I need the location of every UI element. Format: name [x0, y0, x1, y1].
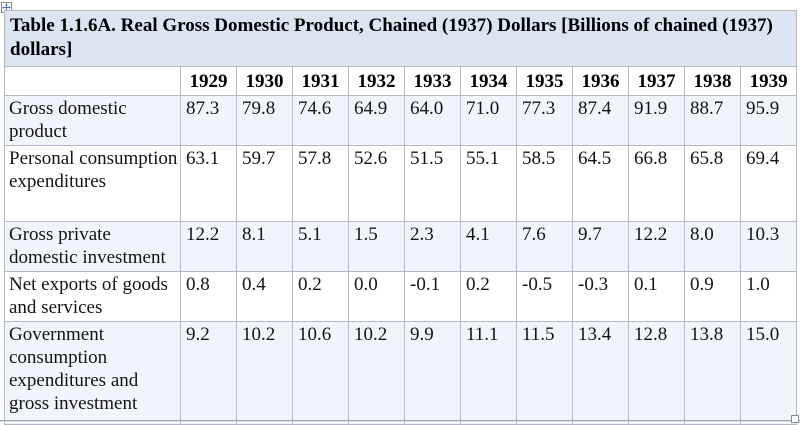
document-bottom-divider	[0, 420, 800, 422]
year-header[interactable]: 1937	[628, 66, 685, 96]
data-cell[interactable]: 57.8	[292, 145, 349, 222]
data-cell[interactable]: 63.1	[180, 145, 237, 222]
data-cell[interactable]: 10.2	[236, 321, 293, 425]
year-header[interactable]: 1931	[292, 66, 349, 96]
data-cell[interactable]: 1.5	[348, 221, 405, 272]
data-cell[interactable]: 66.8	[628, 145, 685, 222]
year-header[interactable]: 1932	[348, 66, 405, 96]
year-header[interactable]: 1938	[684, 66, 741, 96]
data-cell[interactable]: 0.2	[292, 271, 349, 322]
data-cell[interactable]: 9.7	[572, 221, 629, 272]
data-cell[interactable]: 59.7	[236, 145, 293, 222]
data-cell[interactable]: 51.5	[404, 145, 461, 222]
data-cell[interactable]: 0.8	[180, 271, 237, 322]
data-cell[interactable]: 87.3	[180, 95, 237, 146]
year-header[interactable]: 1934	[460, 66, 517, 96]
year-header[interactable]: 1936	[572, 66, 629, 96]
year-header[interactable]: 1939	[739, 66, 798, 96]
data-cell[interactable]: 11.5	[516, 321, 573, 425]
data-cell[interactable]: 10.2	[348, 321, 405, 425]
year-header[interactable]: 1929	[180, 66, 237, 96]
corner-cell[interactable]	[4, 66, 181, 96]
data-cell[interactable]: 11.1	[460, 321, 517, 425]
data-cell[interactable]: 10.3	[739, 221, 798, 272]
data-cell[interactable]: 0.2	[460, 271, 517, 322]
data-cell[interactable]: 91.9	[628, 95, 685, 146]
table-row: Gross domestic product 87.3 79.8 74.6 64.9 64…	[4, 95, 798, 146]
data-cell[interactable]: 13.8	[684, 321, 741, 425]
data-cell[interactable]: 77.3	[516, 95, 573, 146]
data-cell[interactable]: 7.6	[516, 221, 573, 272]
data-cell[interactable]: 87.4	[572, 95, 629, 146]
data-cell[interactable]: 4.1	[460, 221, 517, 272]
data-cell[interactable]: 52.6	[348, 145, 405, 222]
table-row: Personal consumption expenditures 63.1 59.…	[4, 145, 798, 222]
table-resize-handle-icon[interactable]	[791, 415, 799, 423]
data-cell[interactable]: 9.2	[180, 321, 237, 425]
gdp-table: Table 1.1.6A. Real Gross Domestic Produc…	[3, 10, 798, 425]
data-cell[interactable]: 55.1	[460, 145, 517, 222]
data-cell[interactable]: 13.4	[572, 321, 629, 425]
data-cell[interactable]: 79.8	[236, 95, 293, 146]
year-header[interactable]: 1935	[516, 66, 573, 96]
data-cell[interactable]: -0.5	[516, 271, 573, 322]
table-title[interactable]: Table 1.1.6A. Real Gross Domestic Produc…	[3, 10, 798, 67]
data-cell[interactable]: 64.9	[348, 95, 405, 146]
table-move-handle-icon[interactable]	[1, 0, 12, 13]
data-cell[interactable]: 58.5	[516, 145, 573, 222]
data-cell[interactable]: 64.5	[572, 145, 629, 222]
year-header[interactable]: 1933	[404, 66, 461, 96]
data-cell[interactable]: 71.0	[460, 95, 517, 146]
row-label[interactable]: Gross private domestic investment	[4, 221, 181, 272]
data-cell[interactable]: 95.9	[739, 95, 798, 146]
data-cell[interactable]: 2.3	[404, 221, 461, 272]
row-label[interactable]: Gross domestic product	[4, 95, 181, 146]
data-cell[interactable]: 5.1	[292, 221, 349, 272]
data-cell[interactable]: -0.1	[404, 271, 461, 322]
data-cell[interactable]: 8.1	[236, 221, 293, 272]
data-cell[interactable]: 12.2	[180, 221, 237, 272]
year-header-row: 1929 1930 1931 1932 1933 1934 1935 1936 1937 1938…	[4, 66, 798, 96]
data-cell[interactable]: 69.4	[739, 145, 798, 222]
data-cell[interactable]: 9.9	[404, 321, 461, 425]
data-cell[interactable]: 0.1	[628, 271, 685, 322]
row-label[interactable]: Net exports of goods and services	[4, 271, 181, 322]
row-label[interactable]: Personal consumption expenditures	[4, 145, 181, 222]
data-cell[interactable]: 10.6	[292, 321, 349, 425]
data-cell[interactable]: 15.0	[739, 321, 798, 425]
table-title-row: Table 1.1.6A. Real Gross Domestic Produc…	[3, 10, 798, 67]
data-cell[interactable]: 12.2	[628, 221, 685, 272]
data-cell[interactable]: 88.7	[684, 95, 741, 146]
data-cell[interactable]: -0.3	[572, 271, 629, 322]
data-cell[interactable]: 12.8	[628, 321, 685, 425]
table-row: Net exports of goods and services 0.8 0.4 0…	[4, 271, 798, 322]
table-row: Gross private domestic investment 12.2 8.1…	[4, 221, 798, 272]
row-label[interactable]: Government consumption expenditures and …	[4, 321, 181, 425]
data-cell[interactable]: 0.9	[684, 271, 741, 322]
data-cell[interactable]: 0.0	[348, 271, 405, 322]
data-cell[interactable]: 8.0	[684, 221, 741, 272]
data-cell[interactable]: 65.8	[684, 145, 741, 222]
data-cell[interactable]: 74.6	[292, 95, 349, 146]
data-cell[interactable]: 64.0	[404, 95, 461, 146]
table-row: Government consumption expenditures and …	[4, 321, 798, 425]
data-cell[interactable]: 0.4	[236, 271, 293, 322]
year-header[interactable]: 1930	[236, 66, 293, 96]
data-cell[interactable]: 1.0	[739, 271, 798, 322]
